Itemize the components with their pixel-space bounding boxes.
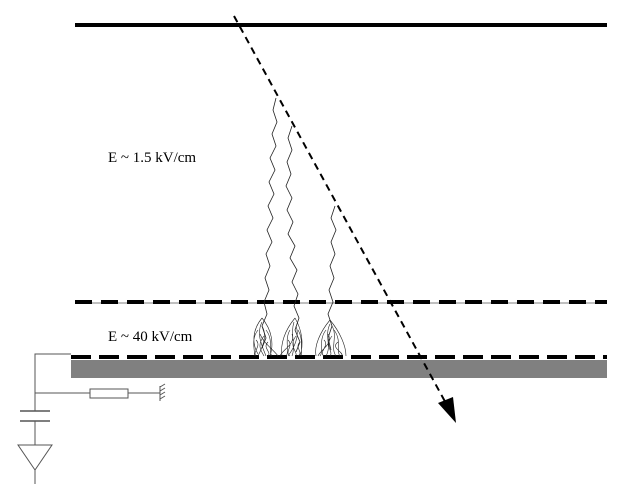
amplification-field-label: E ~ 40 kV/cm	[108, 329, 193, 345]
electron-track-1	[261, 97, 278, 349]
drift-field-label: E ~ 1.5 kV/cm	[108, 150, 196, 166]
arrow-head-icon	[438, 397, 456, 423]
avalanche-2	[279, 317, 303, 357]
resistor-icon	[89, 388, 129, 399]
avalanche-clouds	[253, 317, 347, 357]
particle-track-line	[233, 15, 449, 408]
particle-track	[233, 15, 456, 423]
ground-triangle-icon	[17, 444, 53, 471]
avalanche-3	[315, 319, 347, 357]
avalanche-1	[253, 317, 279, 357]
electron-track-3	[327, 205, 337, 351]
pad-plane	[71, 360, 607, 378]
readout-circuit	[17, 353, 166, 484]
electron-track-2	[285, 125, 301, 353]
